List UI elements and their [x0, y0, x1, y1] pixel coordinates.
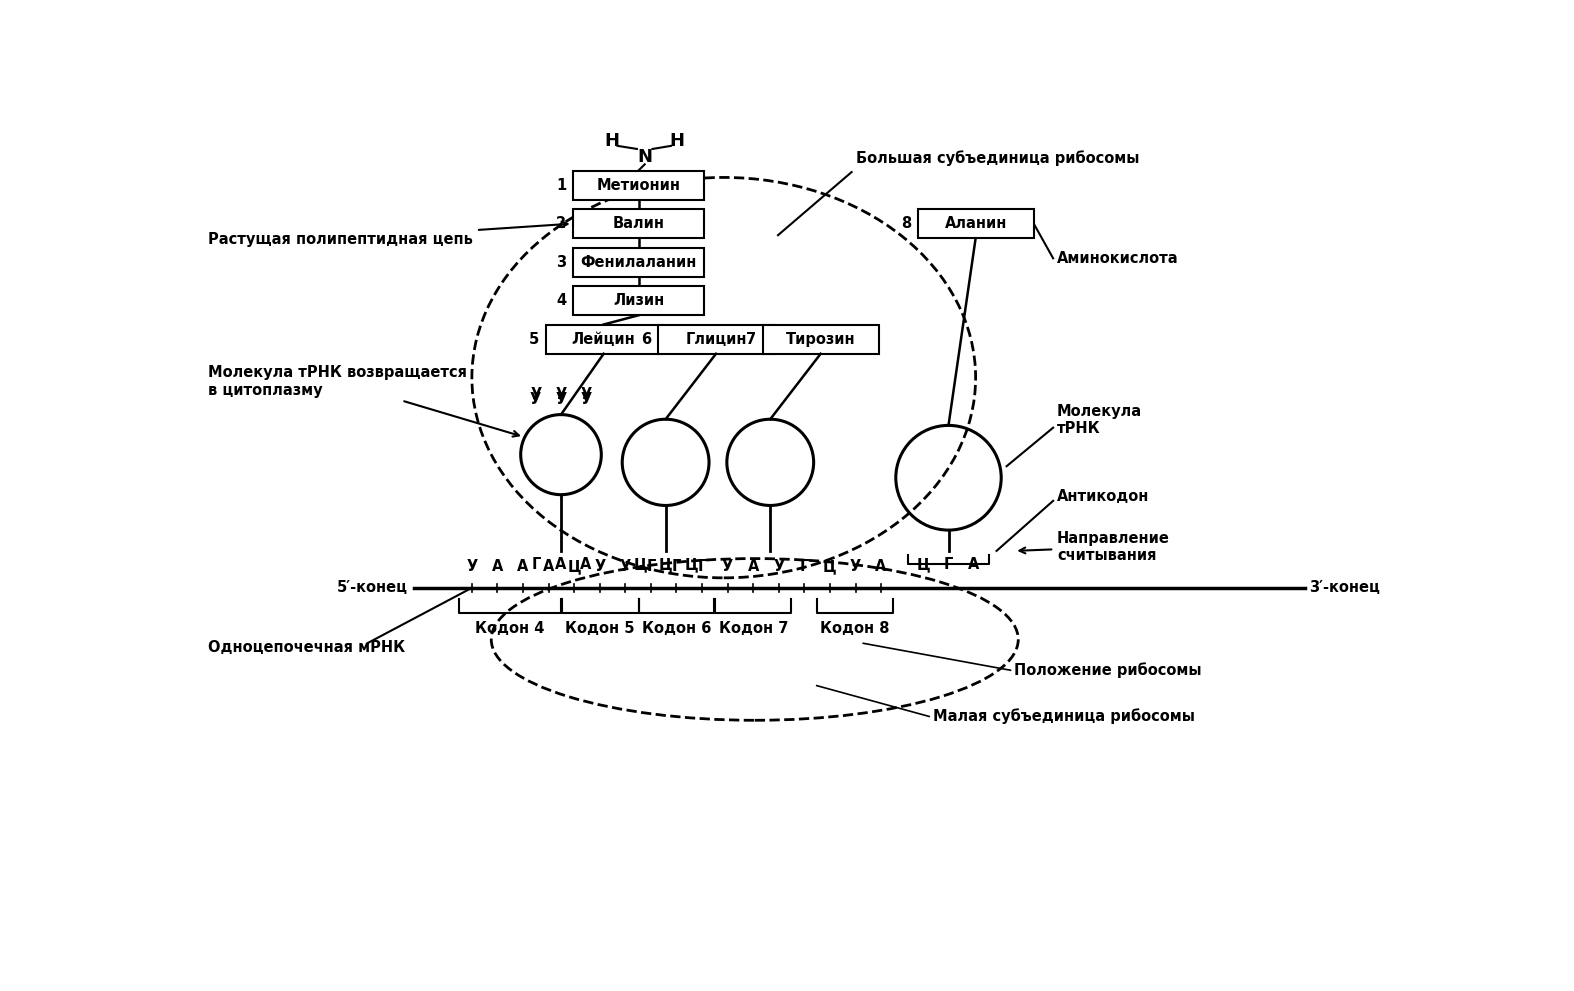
Text: Лейцин: Лейцин — [571, 332, 636, 347]
Text: Метионин: Метионин — [597, 177, 680, 192]
FancyBboxPatch shape — [573, 209, 705, 238]
Text: У: У — [466, 559, 477, 574]
Text: А: А — [543, 559, 554, 574]
Text: Аланин: Аланин — [944, 216, 1007, 231]
Text: А: А — [968, 557, 979, 572]
Text: 6: 6 — [642, 332, 652, 347]
Text: Кодон 7: Кодон 7 — [718, 621, 789, 636]
FancyBboxPatch shape — [573, 286, 705, 315]
Text: Малая субъединица рибосомы: Малая субъединица рибосомы — [933, 709, 1195, 724]
Text: А: А — [748, 559, 759, 574]
Text: Одноцепочечная мРНК: Одноцепочечная мРНК — [208, 639, 406, 655]
Text: Растущая полипептидная цепь: Растущая полипептидная цепь — [208, 221, 568, 247]
Text: Г: Г — [944, 557, 954, 572]
Text: 4: 4 — [556, 293, 567, 308]
Text: У: У — [556, 387, 567, 402]
Text: 3: 3 — [556, 255, 567, 270]
Text: 5′-конец: 5′-конец — [337, 581, 408, 596]
Text: А: А — [581, 557, 592, 572]
Text: Лизин: Лизин — [612, 293, 664, 308]
Text: У: У — [593, 559, 606, 574]
Text: А: А — [875, 559, 886, 574]
Text: Ц: Ц — [660, 557, 672, 572]
Text: Ц: Ц — [823, 559, 837, 574]
Text: Г: Г — [647, 559, 656, 574]
Text: 2: 2 — [556, 216, 567, 231]
Text: А: А — [518, 559, 529, 574]
Text: Положение рибосомы: Положение рибосомы — [1014, 662, 1203, 678]
Text: 7: 7 — [746, 332, 756, 347]
Text: У: У — [850, 559, 861, 574]
Text: У: У — [722, 559, 733, 574]
Text: Г: Г — [672, 559, 682, 574]
Text: У: У — [556, 391, 567, 407]
Text: H: H — [671, 132, 685, 151]
Text: 5: 5 — [529, 332, 540, 347]
Text: Аминокислота: Аминокислота — [1058, 251, 1179, 266]
Text: Кодон 8: Кодон 8 — [820, 621, 889, 636]
FancyBboxPatch shape — [918, 209, 1034, 238]
Text: Ц: Ц — [918, 557, 930, 572]
Text: Кодон 6: Кодон 6 — [642, 621, 711, 636]
Text: H: H — [604, 132, 619, 151]
Text: Кодон 4: Кодон 4 — [475, 621, 545, 636]
Text: Молекула тРНК возвращается
в цитоплазму: Молекула тРНК возвращается в цитоплазму — [208, 366, 519, 437]
Text: У: У — [530, 387, 541, 402]
Text: Молекула
тРНК: Молекула тРНК — [1058, 403, 1143, 436]
Text: У: У — [581, 387, 592, 402]
Text: Г: Г — [532, 557, 541, 572]
Text: Тирозин: Тирозин — [785, 332, 855, 347]
Text: Г: Г — [697, 559, 707, 574]
Text: Ц: Ц — [633, 557, 647, 572]
Text: Валин: Валин — [612, 216, 664, 231]
FancyBboxPatch shape — [658, 324, 774, 354]
Text: А: А — [556, 557, 567, 572]
FancyBboxPatch shape — [573, 170, 705, 200]
Text: 3′-конец: 3′-конец — [1310, 581, 1380, 596]
Text: N: N — [637, 148, 652, 165]
Text: Глицин: Глицин — [685, 332, 746, 347]
Text: Ц: Ц — [567, 559, 581, 574]
FancyBboxPatch shape — [573, 248, 705, 276]
Text: У: У — [581, 391, 592, 407]
Text: 8: 8 — [900, 216, 911, 231]
Text: 1: 1 — [556, 177, 567, 192]
Text: У: У — [530, 391, 541, 407]
FancyBboxPatch shape — [762, 324, 878, 354]
Text: Г: Г — [800, 559, 809, 574]
Text: Кодон 5: Кодон 5 — [565, 621, 634, 636]
Text: Большая субъединица рибосомы: Большая субъединица рибосомы — [856, 151, 1140, 165]
Text: Направление
считывания: Направление считывания — [1020, 531, 1169, 563]
Text: А: А — [491, 559, 504, 574]
Text: Антикодон: Антикодон — [1058, 490, 1149, 504]
Text: Фенилаланин: Фенилаланин — [581, 255, 697, 270]
Text: У: У — [620, 559, 631, 574]
Text: У: У — [773, 559, 784, 574]
Text: Ц: Ц — [685, 557, 697, 572]
FancyBboxPatch shape — [546, 324, 661, 354]
